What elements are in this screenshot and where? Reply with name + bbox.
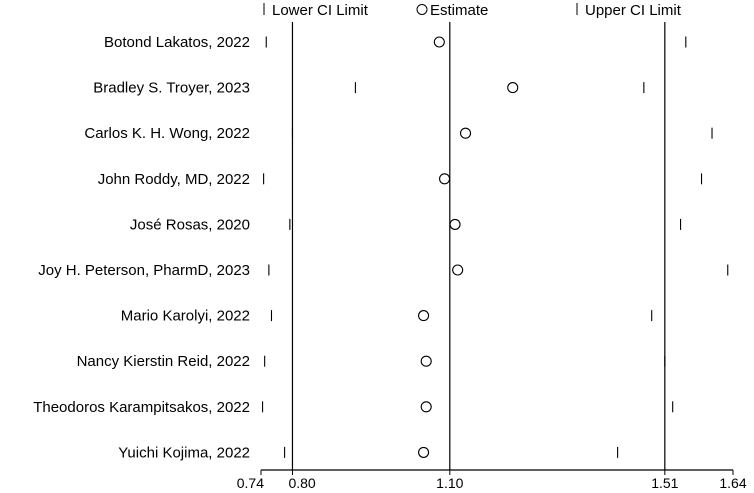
estimate-mark-mario-karolyi-2022 [418,310,430,322]
legend-lower-label: Lower CI Limit [272,2,369,19]
study-label-theodoros-karampitsakos-2022: Theodoros Karampitsakos, 2022 [33,399,250,416]
study-label-nancy-kierstin-reid-2022: Nancy Kierstin Reid, 2022 [77,353,250,370]
estimate-mark-botond-lakatos-2022 [433,36,445,48]
estimate-mark-theodoros-karampitsakos-2022 [420,401,432,413]
ci-marks [262,36,729,458]
x-tick-label-1: 0.80 [288,475,315,491]
legend-upper-label: Upper CI Limit [585,2,682,19]
x-axis: 0.74 0.80 1.10 1.51 1.64 [237,469,747,491]
study-label-john-roddy-md-2022: John Roddy, MD, 2022 [98,171,250,188]
study-label-carlos-k-h-wong-2022: Carlos K. H. Wong, 2022 [84,125,250,142]
study-label-joy-h-peterson-pharmd-2023: Joy H. Peterson, PharmD, 2023 [38,262,250,279]
estimate-mark-carlos-k-h-wong-2022 [459,127,472,139]
estimate-mark-bradley-s-troyer-2023 [507,82,519,94]
estimate-mark-jose-rosas-2020 [449,218,461,230]
legend-estimate-label: Estimate [430,2,488,19]
study-label-jose-rosas-2020: José Rosas, 2020 [130,216,250,233]
study-label-botond-lakatos-2022: Botond Lakatos, 2022 [104,34,250,51]
x-tick-label-0: 0.74 [237,475,264,491]
study-label-mario-karolyi-2022: Mario Karolyi, 2022 [121,308,250,325]
x-tick-label-3: 1.51 [651,475,678,491]
estimate-mark-yuichi-kojima-2022 [418,446,430,458]
estimate-mark-joy-h-peterson-pharmd-2023 [452,264,464,276]
study-label-yuichi-kojima-2022: Yuichi Kojima, 2022 [118,444,250,461]
study-label-bradley-s-troyer-2023: Bradley S. Troyer, 2023 [93,80,250,97]
chart-legend: Lower CI Limit Estimate Upper CI Limit [263,2,682,19]
reference-lines [291,22,666,470]
x-tick-label-4: 1.64 [719,475,746,491]
estimate-mark-john-roddy-md-2022 [439,173,451,185]
x-tick-label-2: 1.10 [436,475,463,491]
study-labels: Botond Lakatos, 2022 Bradley S. Troyer, 2… [33,34,250,461]
legend-estimate-marker [416,4,428,15]
estimate-mark-nancy-kierstin-reid-2022 [420,355,432,367]
